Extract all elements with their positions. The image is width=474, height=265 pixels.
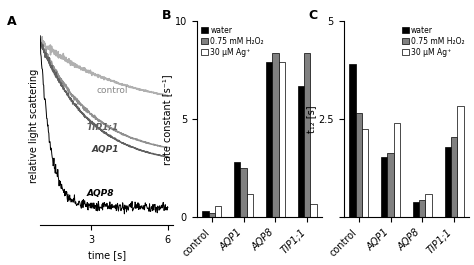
Bar	[413, 202, 419, 217]
Legend: water, 0.75 mM H₂O₂, 30 μM Ag⁺: water, 0.75 mM H₂O₂, 30 μM Ag⁺	[401, 25, 465, 57]
Bar	[304, 52, 310, 217]
Bar	[247, 194, 253, 217]
Bar	[240, 168, 247, 217]
Text: A: A	[7, 15, 17, 28]
Y-axis label: relative light scattering: relative light scattering	[29, 69, 39, 183]
Bar	[279, 62, 285, 217]
Bar	[266, 62, 272, 217]
Bar	[445, 147, 451, 217]
Bar	[234, 162, 240, 217]
Bar	[426, 194, 432, 217]
Bar	[349, 64, 356, 217]
Bar	[394, 123, 400, 217]
Bar	[209, 213, 215, 217]
Text: TIP1;1: TIP1;1	[86, 122, 118, 131]
Bar	[202, 211, 209, 217]
Bar	[298, 86, 304, 217]
Text: C: C	[309, 10, 318, 23]
Bar	[310, 204, 317, 217]
Text: B: B	[162, 10, 171, 23]
Text: AQP1: AQP1	[91, 145, 119, 154]
Bar	[419, 200, 426, 217]
Bar	[215, 206, 221, 217]
Text: AQP8: AQP8	[86, 189, 114, 198]
Bar	[457, 105, 464, 217]
Y-axis label: rate constant [s⁻¹]: rate constant [s⁻¹]	[162, 74, 172, 165]
Legend: water, 0.75 mM H₂O₂, 30 μM Ag⁺: water, 0.75 mM H₂O₂, 30 μM Ag⁺	[201, 25, 265, 57]
Bar	[387, 153, 394, 217]
Text: control: control	[96, 86, 128, 95]
Bar	[362, 129, 368, 217]
Bar	[272, 52, 279, 217]
Bar	[451, 137, 457, 217]
Bar	[381, 157, 387, 217]
Y-axis label: t₁₂ [s]: t₁₂ [s]	[306, 105, 316, 133]
Bar	[356, 113, 362, 217]
X-axis label: time [s]: time [s]	[88, 250, 126, 260]
